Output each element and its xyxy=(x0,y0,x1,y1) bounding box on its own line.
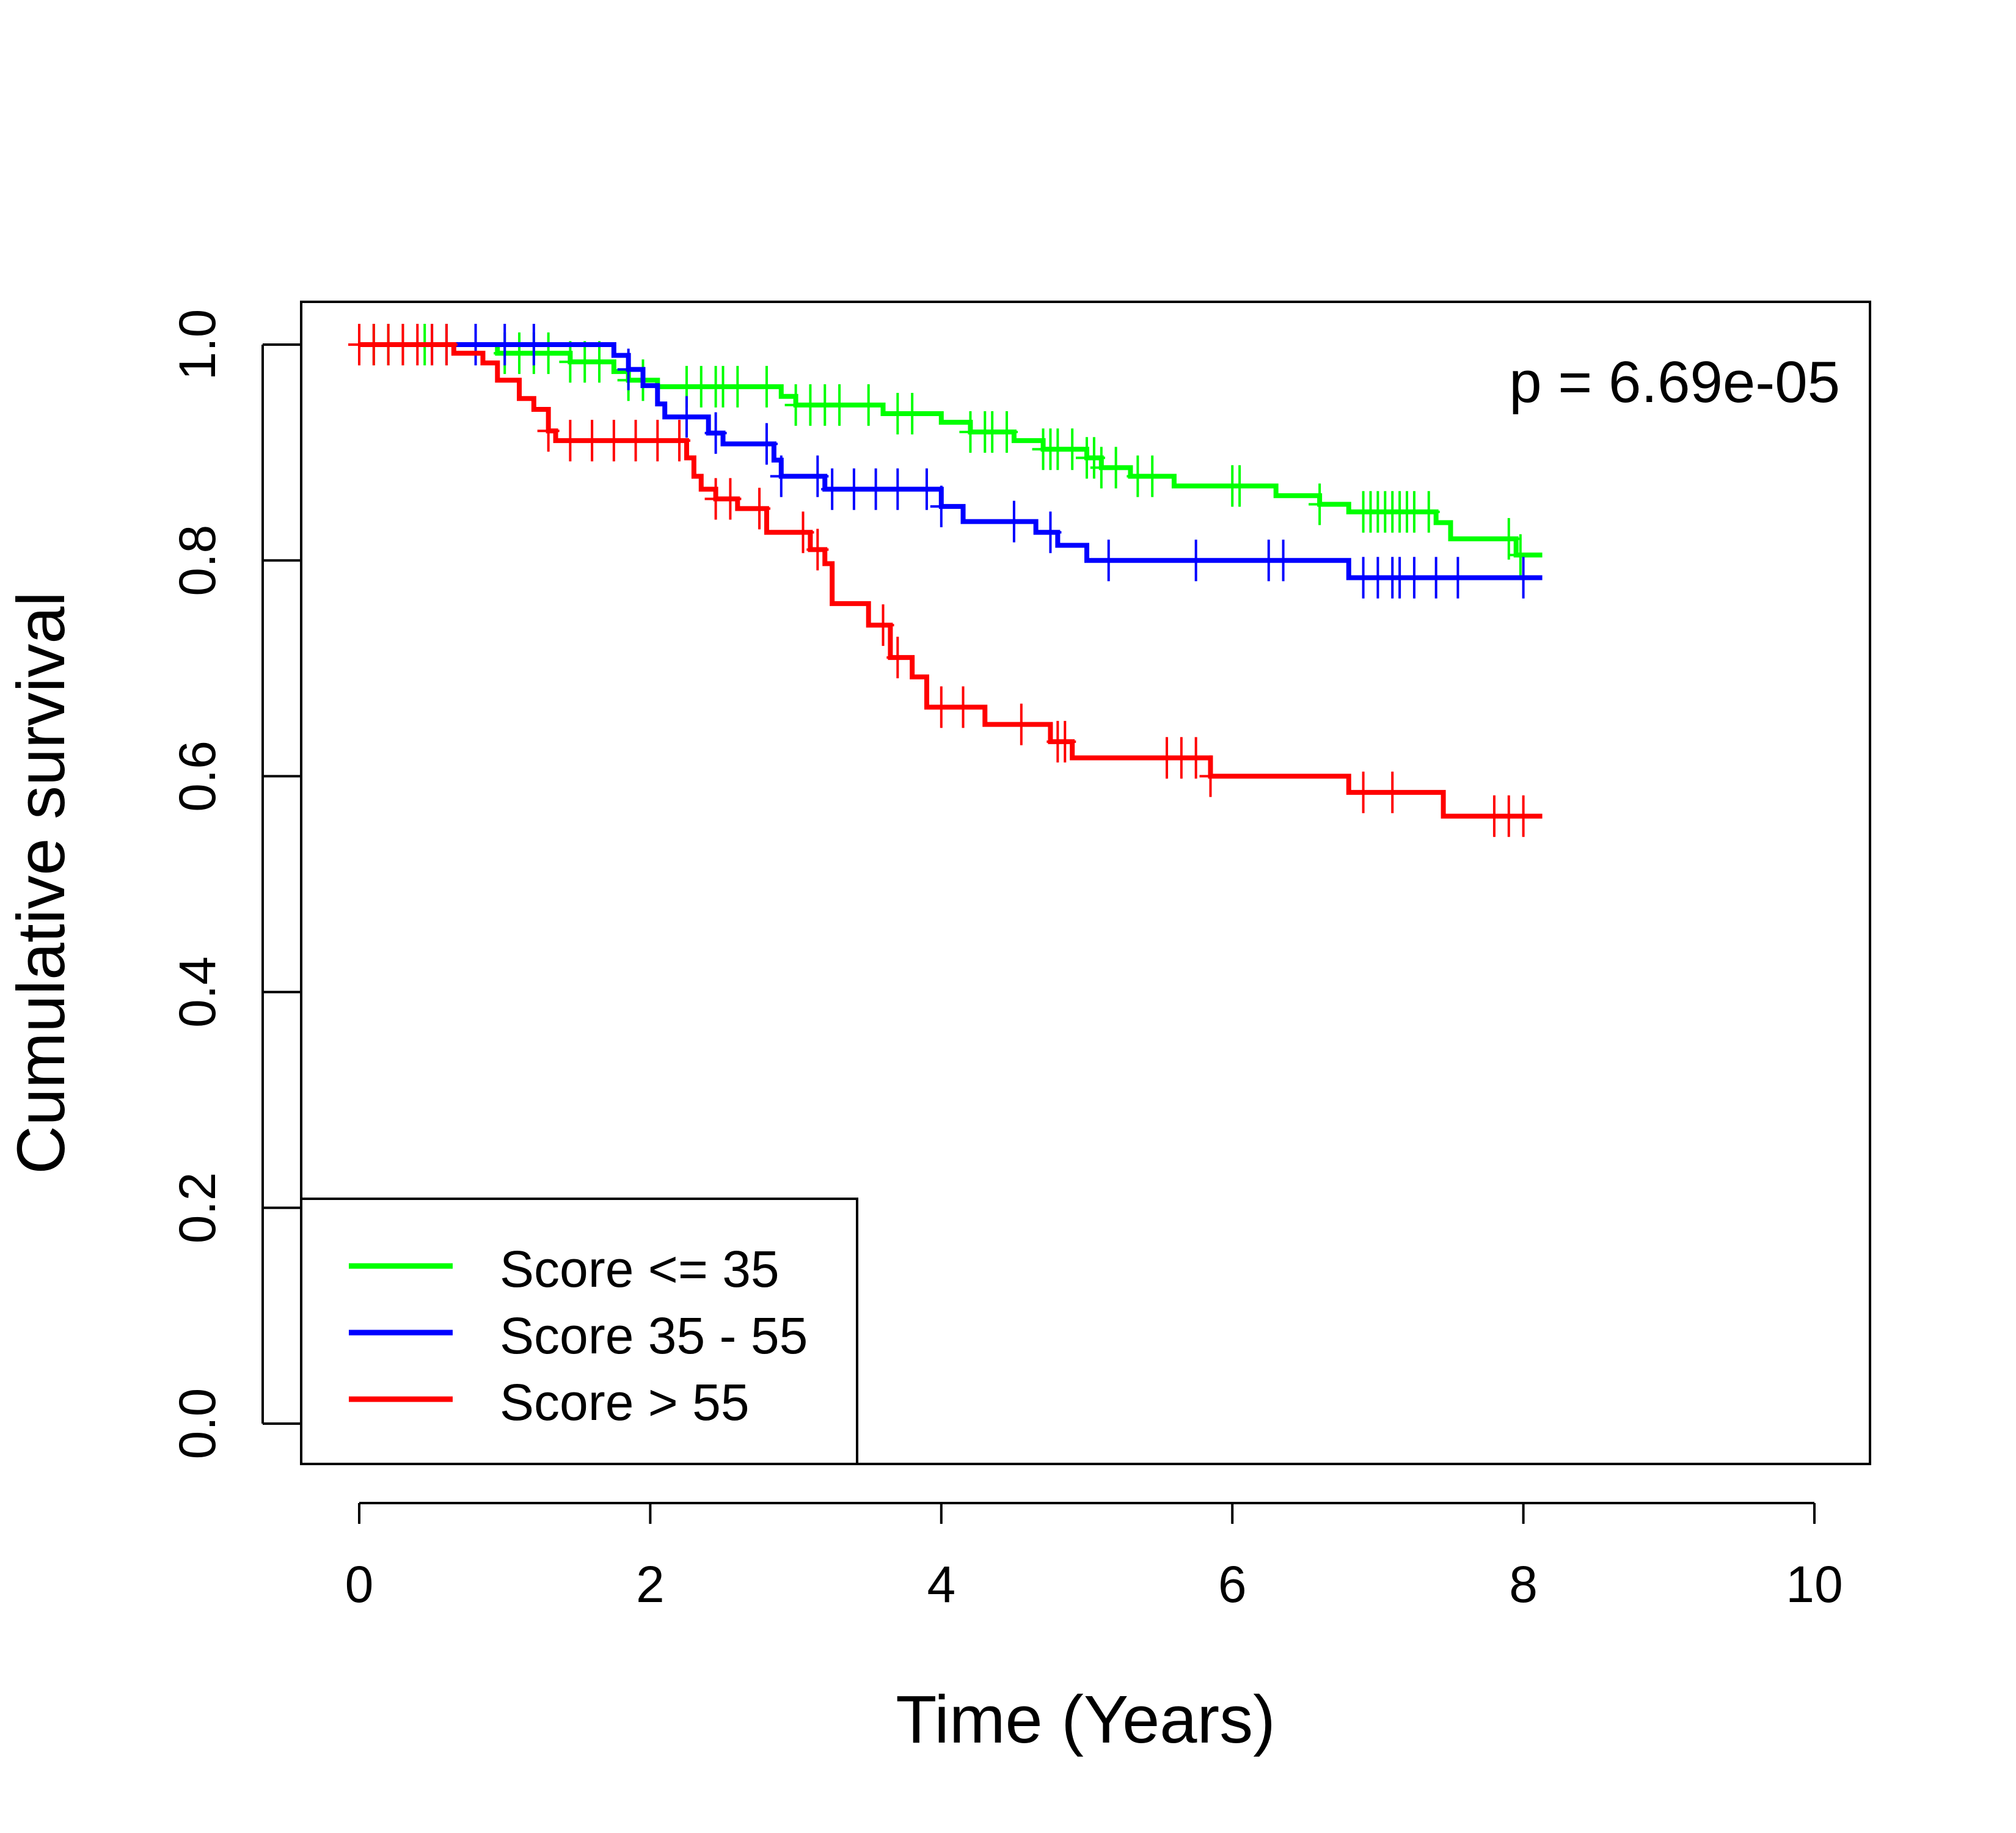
plot-frame xyxy=(300,301,1871,1465)
y-axis: 0.0 0.2 0.4 0.6 0.8 1.0 xyxy=(169,309,301,1460)
survival-curve xyxy=(359,342,1543,819)
x-tick-label: 4 xyxy=(927,1556,955,1613)
series-1 xyxy=(359,324,1543,599)
x-tick-label: 10 xyxy=(1786,1556,1843,1613)
x-tick-label: 0 xyxy=(345,1556,374,1613)
legend: Score <= 35 Score 35 - 55 Score > 55 xyxy=(300,1198,858,1465)
series-2 xyxy=(348,324,1543,837)
legend-label-0: Score <= 35 xyxy=(500,1240,780,1298)
series-0 xyxy=(359,324,1543,576)
y-axis-label: Cumulative survival xyxy=(4,591,79,1174)
p-value-annotation: p = 6.69e-05 xyxy=(1509,349,1840,415)
legend-label-1: Score 35 - 55 xyxy=(500,1307,808,1364)
survival-curve xyxy=(359,342,1543,558)
y-tick-label: 0.0 xyxy=(169,1388,226,1460)
x-axis-label: Time (Years) xyxy=(896,1682,1275,1757)
x-tick-label: 6 xyxy=(1218,1556,1247,1613)
x-tick-label: 2 xyxy=(636,1556,665,1613)
survival-curve xyxy=(359,342,1543,580)
x-tick-label: 8 xyxy=(1509,1556,1538,1613)
y-tick-label: 1.0 xyxy=(169,309,226,381)
legend-label-2: Score > 55 xyxy=(500,1374,750,1431)
y-tick-label: 0.4 xyxy=(169,956,226,1028)
series-layer xyxy=(348,324,1543,837)
y-tick-label: 0.2 xyxy=(169,1172,226,1243)
y-tick-label: 0.6 xyxy=(169,741,226,812)
x-axis: 0 2 4 6 8 10 xyxy=(345,1502,1843,1613)
y-tick-label: 0.8 xyxy=(169,525,226,596)
